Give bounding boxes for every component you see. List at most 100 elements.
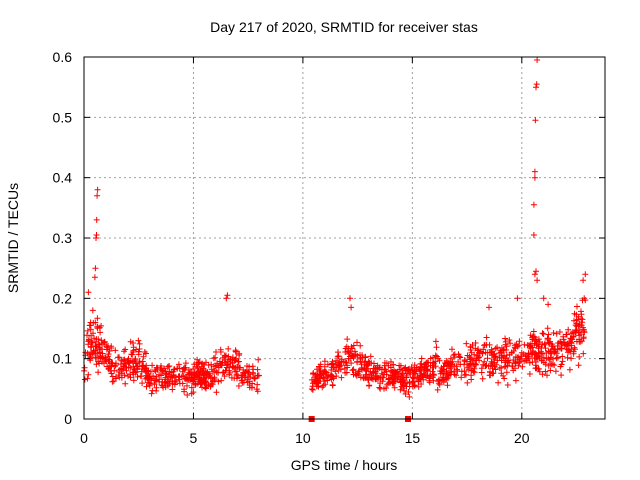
data-point <box>136 359 143 366</box>
data-point <box>444 382 451 389</box>
data-point <box>533 84 539 91</box>
data-point <box>213 389 220 396</box>
data-point <box>568 355 575 362</box>
data-point <box>403 383 410 390</box>
data-point <box>194 364 201 371</box>
data-point <box>488 358 495 365</box>
data-point <box>197 379 204 386</box>
data-point <box>531 340 538 347</box>
data-point <box>210 363 217 370</box>
data-point <box>498 364 505 371</box>
data-point <box>397 362 404 369</box>
data-point <box>536 339 543 346</box>
data-point <box>362 353 369 360</box>
data-point <box>229 354 236 361</box>
data-point <box>108 370 115 377</box>
data-point <box>319 384 326 391</box>
data-point <box>391 384 398 391</box>
data-point <box>481 341 488 348</box>
data-point <box>409 380 416 387</box>
data-point <box>535 336 542 343</box>
data-point <box>134 363 141 370</box>
data-point <box>447 371 454 378</box>
data-point <box>374 366 381 372</box>
data-point <box>156 376 163 383</box>
data-point <box>370 370 377 377</box>
data-point <box>91 335 98 342</box>
data-point <box>329 382 336 389</box>
data-point <box>141 349 148 355</box>
data-point <box>508 349 515 356</box>
data-point <box>464 364 471 371</box>
data-point <box>547 338 554 345</box>
data-point <box>402 380 409 387</box>
data-point <box>540 295 547 302</box>
data-point <box>475 346 482 353</box>
data-point <box>131 357 138 364</box>
data-point <box>90 347 97 354</box>
data-point <box>501 363 508 370</box>
data-point <box>581 329 588 336</box>
data-point <box>403 373 410 379</box>
data-point <box>432 352 439 359</box>
data-point <box>486 304 492 311</box>
data-point <box>527 343 533 350</box>
data-point <box>553 330 560 337</box>
data-point <box>122 380 129 387</box>
data-point <box>214 360 221 367</box>
data-point <box>209 378 216 385</box>
data-point <box>188 390 195 397</box>
data-point <box>317 361 324 368</box>
data-point <box>205 373 212 380</box>
data-point <box>354 358 360 365</box>
data-point <box>228 374 235 381</box>
data-point <box>359 352 366 359</box>
data-point <box>410 374 417 381</box>
data-point <box>333 373 340 380</box>
data-point <box>553 350 560 357</box>
data-point <box>164 363 171 370</box>
data-point <box>335 362 342 369</box>
data-point <box>176 376 183 383</box>
data-point <box>224 358 231 365</box>
y-tick-labels: 0 0.1 0.2 0.3 0.4 0.5 0.6 <box>53 49 73 427</box>
data-point <box>463 340 470 347</box>
data-point <box>100 339 107 346</box>
data-point <box>146 382 153 389</box>
data-point <box>433 344 440 351</box>
data-point <box>127 371 133 378</box>
data-point <box>580 335 587 342</box>
data-point <box>542 368 549 375</box>
data-point <box>432 363 439 370</box>
data-point <box>471 365 478 372</box>
data-point <box>251 375 258 382</box>
data-point <box>564 341 570 348</box>
data-point <box>481 358 488 365</box>
data-point <box>229 363 236 370</box>
data-point <box>138 368 145 375</box>
data-point <box>175 361 182 368</box>
data-point <box>334 353 341 360</box>
data-point <box>226 371 233 378</box>
data-point <box>575 362 582 369</box>
data-point <box>365 377 372 384</box>
data-point <box>138 373 145 380</box>
data-point <box>84 375 91 382</box>
data-point <box>405 366 412 373</box>
data-point <box>547 367 554 374</box>
data-point <box>232 348 239 355</box>
data-point <box>93 361 100 368</box>
data-point <box>246 378 253 385</box>
data-point <box>515 362 522 369</box>
data-point <box>504 382 511 388</box>
data-point <box>480 361 487 368</box>
data-point <box>550 330 557 336</box>
data-point <box>235 358 242 365</box>
data-point <box>473 361 480 368</box>
data-point <box>354 339 360 346</box>
data-point <box>539 330 546 337</box>
data-point <box>184 376 191 383</box>
data-point <box>202 384 208 391</box>
data-point <box>93 232 100 238</box>
data-point <box>338 358 345 365</box>
